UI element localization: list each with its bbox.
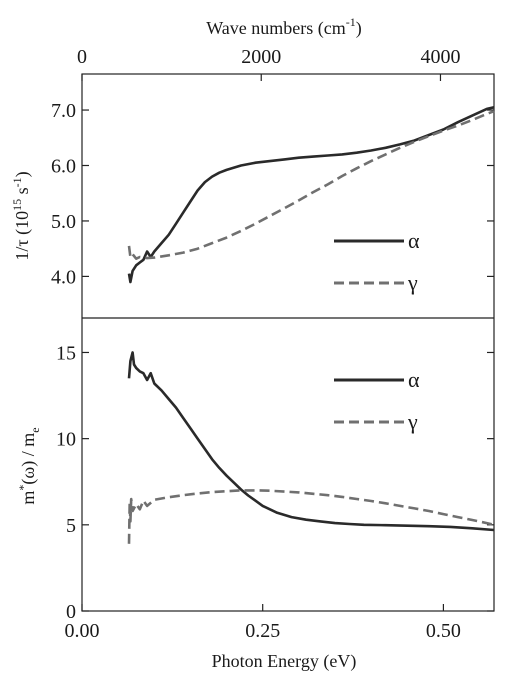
y-tick-label: 0	[66, 601, 76, 623]
series-line	[127, 106, 495, 284]
y-tick-label: 4.0	[51, 266, 76, 288]
y-tick-label: 10	[56, 429, 76, 451]
legend-label: α	[408, 367, 420, 392]
x-axis-title: Photon Energy (eV)	[212, 651, 357, 672]
scattering-rate-ylabel: 1/τ (1015 s-1)	[10, 171, 33, 260]
plot-frame	[81, 73, 495, 612]
legend-label: γ	[407, 409, 418, 434]
legend-label: α	[408, 228, 420, 253]
x-tick-label: 0.25	[245, 620, 280, 642]
top-tick-label: 2000	[241, 46, 281, 68]
effective-mass-ylabel: m*(ω) / me	[16, 427, 42, 504]
y-tick-label: 5	[66, 515, 76, 537]
effective-mass-panel: 0 5 10 15 αγ	[56, 342, 495, 623]
series-line	[127, 109, 495, 261]
series-line	[127, 351, 495, 532]
y-tick-label: 7.0	[51, 100, 76, 122]
top-tick-label: 0	[77, 46, 87, 68]
series-line	[127, 489, 495, 544]
x-tick-label: 0.00	[65, 620, 100, 642]
top-axis-ticks: 0 2000 4000	[77, 46, 460, 81]
top-tick-label: 4000	[420, 46, 460, 68]
y-tick-label: 6.0	[51, 156, 76, 178]
y-tick-label: 15	[56, 342, 76, 364]
x-tick-label: 0.50	[426, 620, 461, 642]
y-tick-label: 5.0	[51, 211, 76, 233]
bottom-axis-ticks: 0.00 0.25 0.50	[65, 604, 461, 642]
top-axis-title: Wave numbers (cm-1)	[206, 15, 362, 39]
scattering-rate-panel: 4.0 5.0 6.0 7.0 αγ	[51, 100, 495, 295]
legend-label: γ	[407, 270, 418, 295]
